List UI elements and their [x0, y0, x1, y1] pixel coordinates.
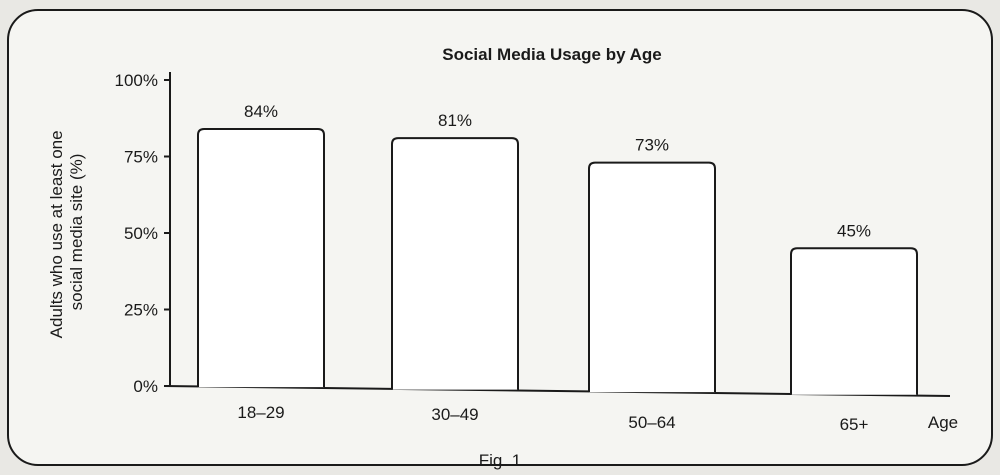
y-tick-label: 50% [124, 224, 158, 243]
y-tick-label: 100% [115, 71, 158, 90]
y-tick-label: 75% [124, 148, 158, 167]
data-label: 84% [244, 102, 278, 121]
data-label: 73% [635, 136, 669, 155]
x-tick-label: 65+ [840, 415, 869, 434]
y-axis-label-line-1: Adults who use at least one [47, 130, 66, 338]
chart-bars: 84% 18–29 81% 30–49 73% 50–64 45% 65+ [197, 102, 918, 434]
y-tick-label: 25% [124, 301, 158, 320]
y-tick-label: 0% [133, 377, 158, 396]
bar [588, 161, 716, 393]
chart-axes: 0% 25% 50% 75% 100% [115, 71, 951, 397]
x-axis-label: Age [928, 413, 958, 432]
x-tick-label: 18–29 [237, 403, 284, 422]
x-tick-label: 50–64 [628, 413, 675, 432]
bar [790, 247, 918, 395]
x-tick-label: 30–49 [431, 405, 478, 424]
y-axis-label: Adults who use at least one social media… [47, 126, 86, 339]
bar [391, 137, 519, 390]
figure-caption: Fig. 1 [479, 451, 522, 470]
data-label: 81% [438, 111, 472, 130]
data-label: 45% [837, 221, 871, 240]
chart-title: Social Media Usage by Age [442, 45, 662, 64]
bar [197, 127, 325, 388]
y-axis-label-line-2: social media site (%) [67, 154, 86, 311]
